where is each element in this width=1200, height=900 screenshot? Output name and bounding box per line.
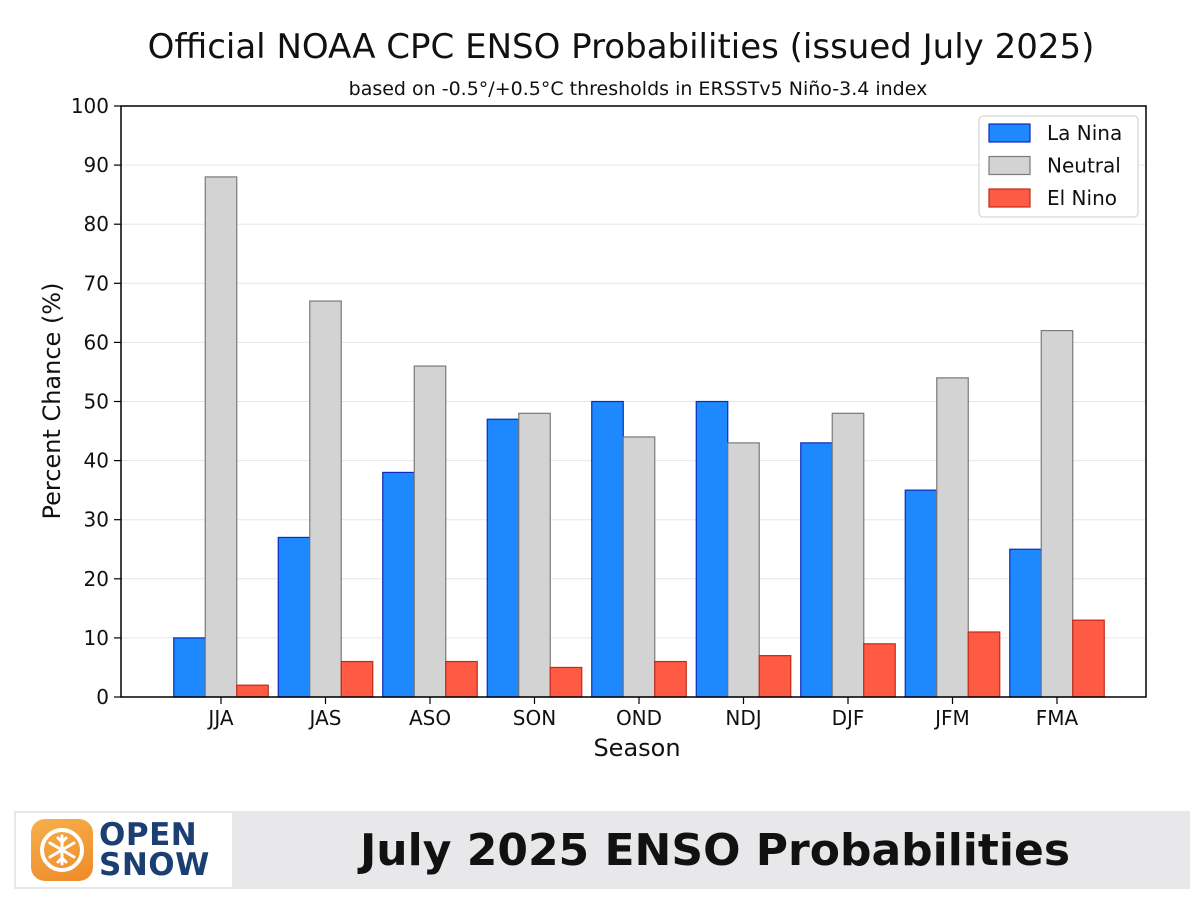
chart-subtitle: based on -0.5°/+0.5°C thresholds in ERSS… [349,78,928,100]
x-tick-label: SON [513,706,556,730]
y-tick-label: 80 [84,212,109,236]
bar-el-nino-fma [1072,619,1105,698]
bar-el-nino-aso [445,660,478,698]
bar-el-nino-jja [236,684,269,698]
bar-el-nino-djf [863,643,896,698]
bar-la-nina-jja [173,637,206,698]
y-tick-label: 90 [84,153,109,177]
bar-neutral-jas [309,300,342,698]
y-tick-label: 20 [84,567,109,591]
opensnow-logo: OPEN SNOW [16,813,232,887]
legend-swatch [988,123,1031,143]
logo-line-open: OPEN [99,817,198,853]
bar-la-nina-ndj [695,400,729,698]
chart-title: Official NOAA CPC ENSO Probabilities (is… [148,27,1095,67]
bar-neutral-jja [204,176,238,698]
bar-el-nino-ond [654,660,687,698]
logo-line-snow: SNOW [99,847,210,883]
x-axis: JJA JAS ASO SON OND NDJ DJF JFM FMA [206,697,1079,730]
bars [173,176,1105,698]
bar-la-nina-fma [1009,548,1042,698]
x-tick-label: JAS [308,706,342,730]
bar-el-nino-jfm [967,631,1001,698]
y-tick-label: 60 [84,330,109,354]
legend-swatch [988,188,1031,208]
y-axis-label: Percent Chance (%) [38,283,66,520]
bar-el-nino-ndj [758,655,792,698]
snowflake-icon [31,819,93,881]
legend: La Nina Neutral El Nino [978,115,1139,218]
x-tick-label: JFM [933,706,970,730]
bar-neutral-djf [831,412,865,698]
x-tick-label: ASO [409,706,451,730]
bar-neutral-fma [1040,329,1074,698]
y-tick-label: 50 [84,390,109,414]
logo-wordmark: OPEN SNOW [99,817,210,883]
bar-la-nina-djf [800,442,833,698]
legend-label: El Nino [1047,186,1117,210]
bar-neutral-son [518,412,551,698]
bar-neutral-ond [622,436,656,698]
legend-swatch [988,155,1031,176]
legend-label: La Nina [1047,121,1122,145]
x-tick-label: OND [616,706,662,730]
enso-bar-chart: Official NOAA CPC ENSO Probabilities (is… [38,27,1147,762]
y-tick-label: 100 [71,94,109,118]
bar-neutral-jfm [936,377,969,698]
bar-la-nina-jfm [904,489,938,698]
bar-la-nina-aso [382,471,415,698]
bar-el-nino-jas [340,660,374,698]
y-tick-label: 40 [84,449,109,473]
bar-la-nina-jas [277,536,311,698]
y-tick-label: 10 [84,626,109,650]
y-axis: 0 10 20 30 40 50 60 70 80 90 100 [71,94,121,709]
x-tick-label: JJA [206,706,233,730]
bar-neutral-aso [413,365,447,698]
x-axis-label: Season [593,734,680,762]
bar-la-nina-ond [591,400,624,698]
x-tick-label: NDJ [725,706,761,730]
bar-el-nino-son [549,666,583,698]
y-tick-label: 70 [84,271,109,295]
legend-label: Neutral [1047,154,1121,178]
bar-neutral-ndj [727,442,760,698]
footer-caption: July 2025 ENSO Probabilities [359,824,1071,876]
x-tick-label: FMA [1036,706,1079,730]
y-tick-label: 0 [96,685,109,709]
bar-la-nina-son [486,418,520,698]
y-tick-label: 30 [84,508,109,532]
x-tick-label: DJF [832,706,865,730]
